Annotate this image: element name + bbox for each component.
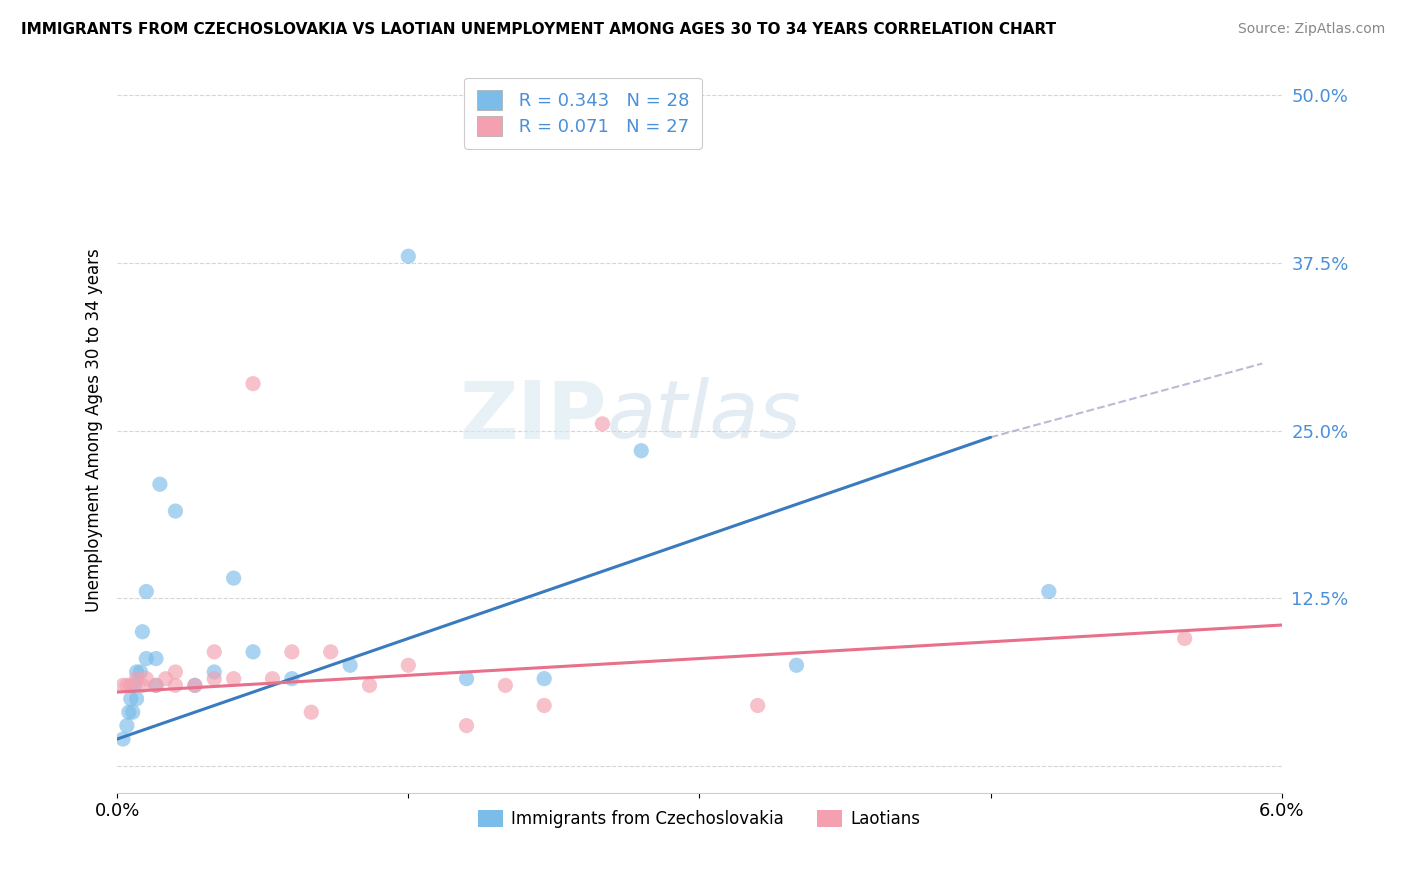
- Point: [129, 665, 152, 679]
- Point: [145, 678, 167, 692]
- Point: [533, 698, 555, 713]
- Point: [202, 645, 225, 659]
- Legend: Immigrants from Czechoslovakia, Laotians: Immigrants from Czechoslovakia, Laotians: [471, 804, 928, 835]
- Point: [131, 678, 153, 692]
- Point: [145, 678, 167, 692]
- Point: [121, 705, 143, 719]
- Point: [222, 571, 245, 585]
- Point: [149, 477, 172, 491]
- Point: [118, 705, 141, 719]
- Point: [396, 658, 419, 673]
- Point: [184, 678, 207, 692]
- Point: [281, 645, 304, 659]
- Point: [1038, 584, 1060, 599]
- Point: [786, 658, 808, 673]
- Point: [202, 665, 225, 679]
- Point: [115, 718, 138, 732]
- Point: [135, 651, 157, 665]
- Point: [135, 672, 157, 686]
- Point: [281, 672, 304, 686]
- Point: [494, 678, 516, 692]
- Text: ZIP: ZIP: [458, 377, 606, 455]
- Point: [165, 665, 187, 679]
- Point: [125, 672, 148, 686]
- Point: [155, 672, 177, 686]
- Point: [319, 645, 342, 659]
- Point: [242, 376, 264, 391]
- Text: Source: ZipAtlas.com: Source: ZipAtlas.com: [1237, 22, 1385, 37]
- Point: [299, 705, 322, 719]
- Point: [184, 678, 207, 692]
- Point: [111, 678, 134, 692]
- Point: [630, 443, 652, 458]
- Point: [124, 678, 146, 692]
- Point: [456, 718, 478, 732]
- Point: [125, 691, 148, 706]
- Point: [120, 678, 142, 692]
- Y-axis label: Unemployment Among Ages 30 to 34 years: Unemployment Among Ages 30 to 34 years: [86, 249, 103, 613]
- Point: [120, 691, 142, 706]
- Point: [145, 651, 167, 665]
- Point: [747, 698, 769, 713]
- Point: [359, 678, 381, 692]
- Point: [242, 645, 264, 659]
- Point: [533, 672, 555, 686]
- Point: [111, 731, 134, 746]
- Point: [222, 672, 245, 686]
- Point: [456, 672, 478, 686]
- Point: [165, 504, 187, 518]
- Point: [1174, 632, 1197, 646]
- Text: atlas: atlas: [606, 377, 801, 455]
- Point: [591, 417, 613, 431]
- Text: IMMIGRANTS FROM CZECHOSLOVAKIA VS LAOTIAN UNEMPLOYMENT AMONG AGES 30 TO 34 YEARS: IMMIGRANTS FROM CZECHOSLOVAKIA VS LAOTIA…: [21, 22, 1056, 37]
- Point: [115, 678, 138, 692]
- Point: [131, 624, 153, 639]
- Point: [125, 665, 148, 679]
- Point: [396, 249, 419, 263]
- Point: [202, 672, 225, 686]
- Point: [339, 658, 361, 673]
- Point: [262, 672, 284, 686]
- Point: [165, 678, 187, 692]
- Point: [135, 584, 157, 599]
